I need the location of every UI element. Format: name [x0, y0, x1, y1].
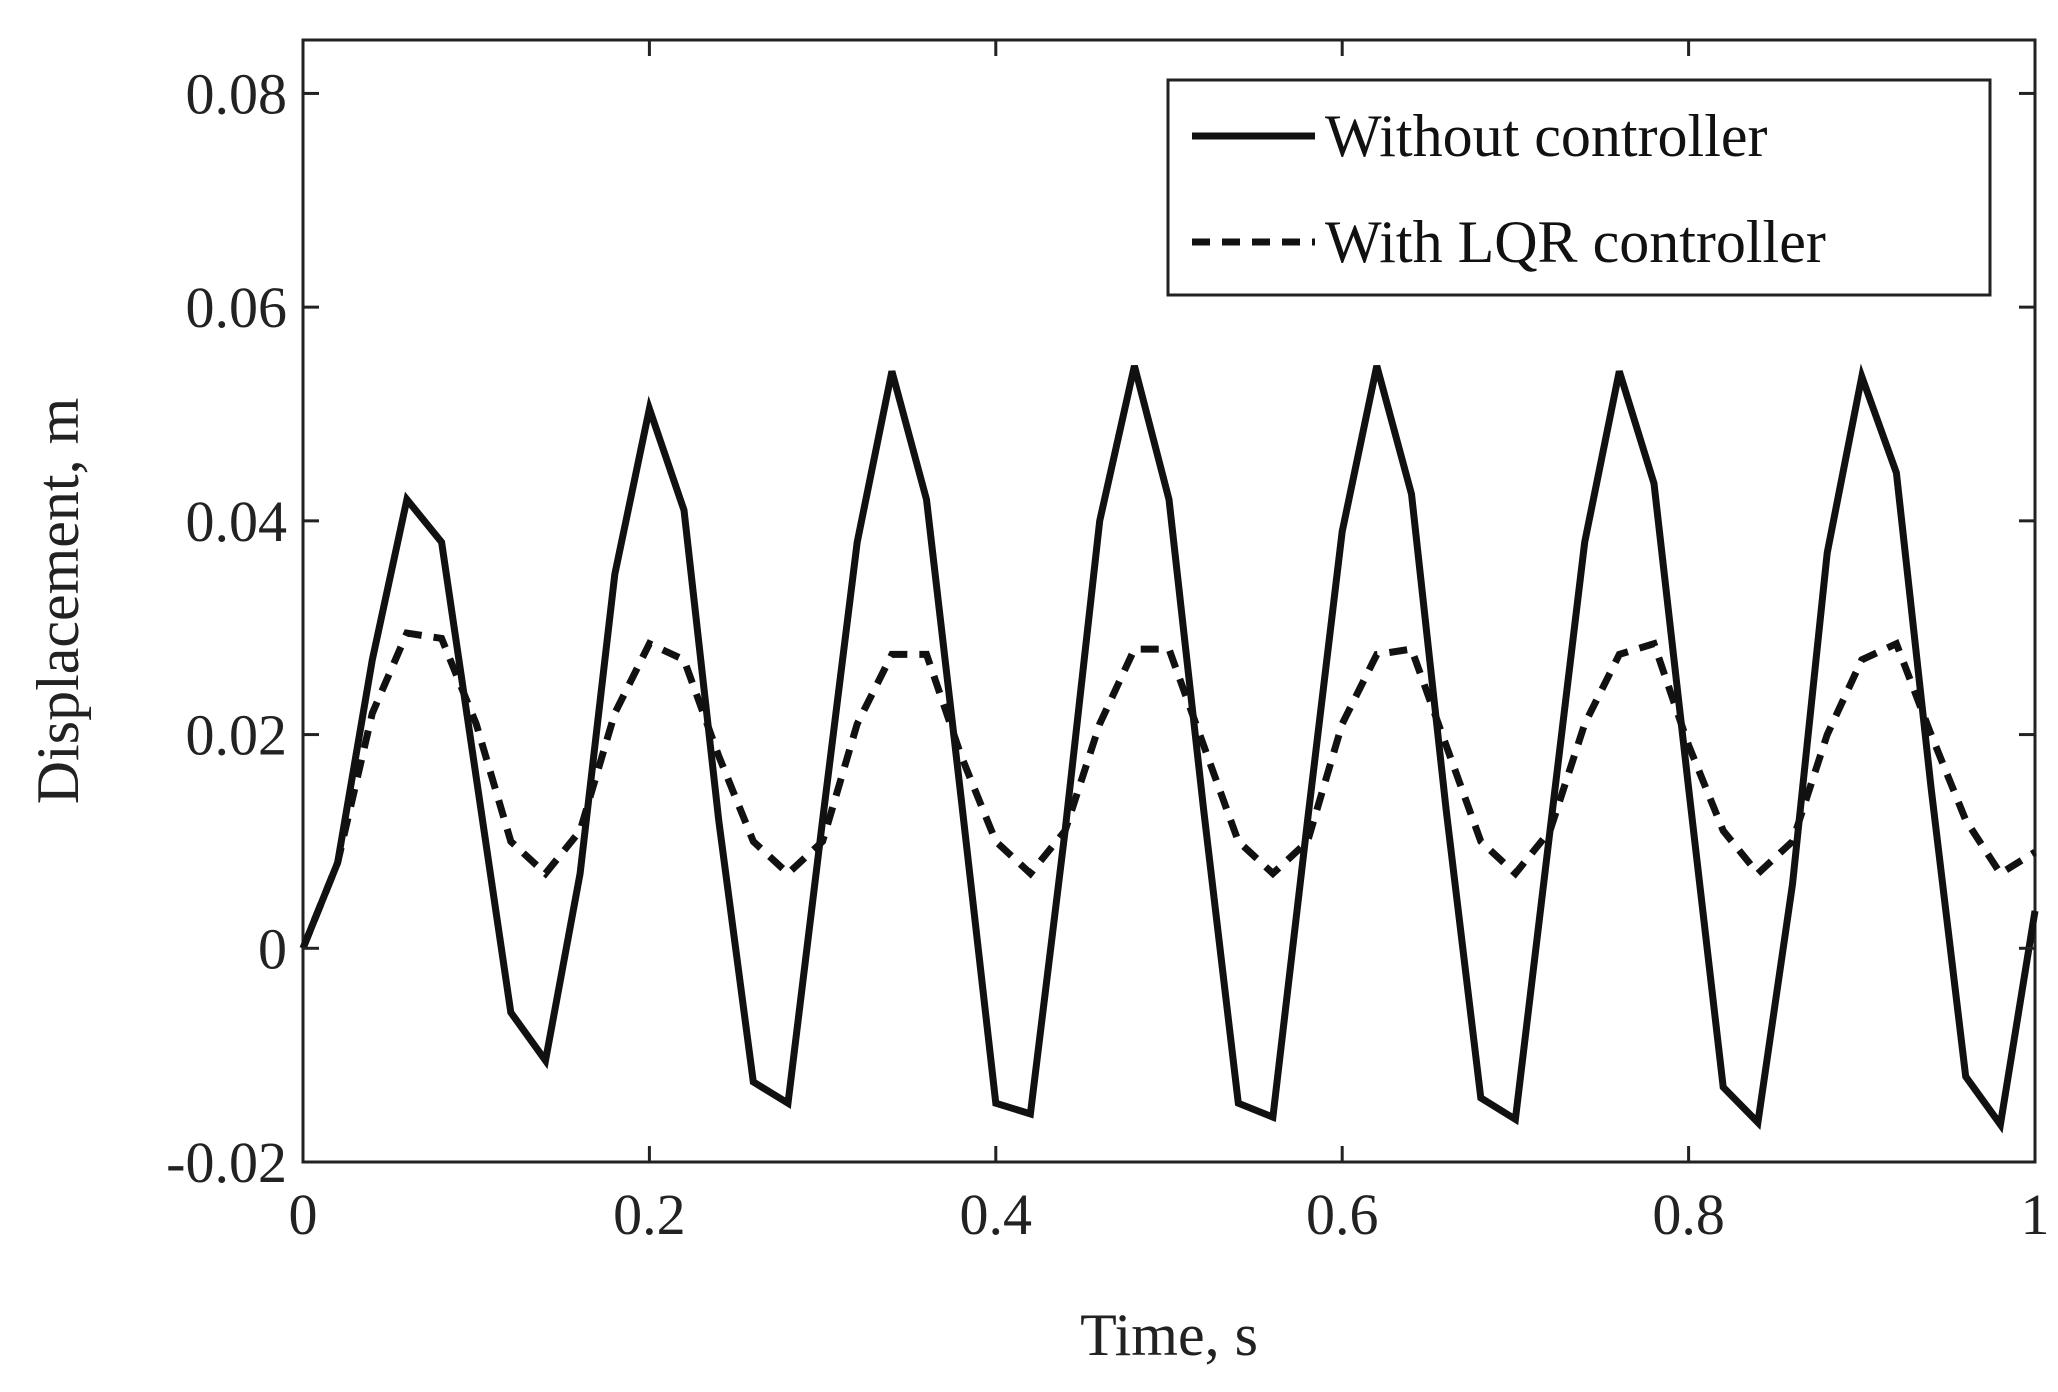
- plot-area-frame: [301, 38, 2037, 1164]
- series-layer: [299, 363, 2039, 1134]
- legend-label-with-lqr-controller: With LQR controller: [1325, 209, 1826, 275]
- legend-box: [1166, 78, 1992, 297]
- series-line-without-controller: [299, 363, 2039, 1134]
- y-tick-label: 0.04: [186, 489, 288, 554]
- y-tick-label: 0.08: [186, 61, 288, 126]
- x-tick-label: 0.4: [960, 1182, 1033, 1247]
- x-tick-label: 0: [289, 1182, 318, 1247]
- x-axis-title: Time, s: [1080, 1302, 1258, 1368]
- y-tick-label: 0.06: [186, 275, 288, 340]
- x-tick-label: 0.6: [1306, 1182, 1379, 1247]
- x-tick-label: 1: [2021, 1182, 2050, 1247]
- x-tick-label: 0.2: [613, 1182, 686, 1247]
- legend-label-without-controller: Without controller: [1325, 103, 1767, 169]
- series-line-with-lqr-controller: [299, 629, 2037, 950]
- y-axis-title: Displacement, m: [25, 398, 91, 805]
- tick-layer: [301, 40, 2037, 1164]
- legend: Without controller With LQR controller: [1166, 78, 1992, 297]
- y-tick-label: 0: [258, 916, 287, 981]
- y-tick-label: 0.02: [186, 703, 288, 768]
- y-tick-label: -0.02: [166, 1130, 287, 1195]
- x-tick-label: 0.8: [1652, 1182, 1725, 1247]
